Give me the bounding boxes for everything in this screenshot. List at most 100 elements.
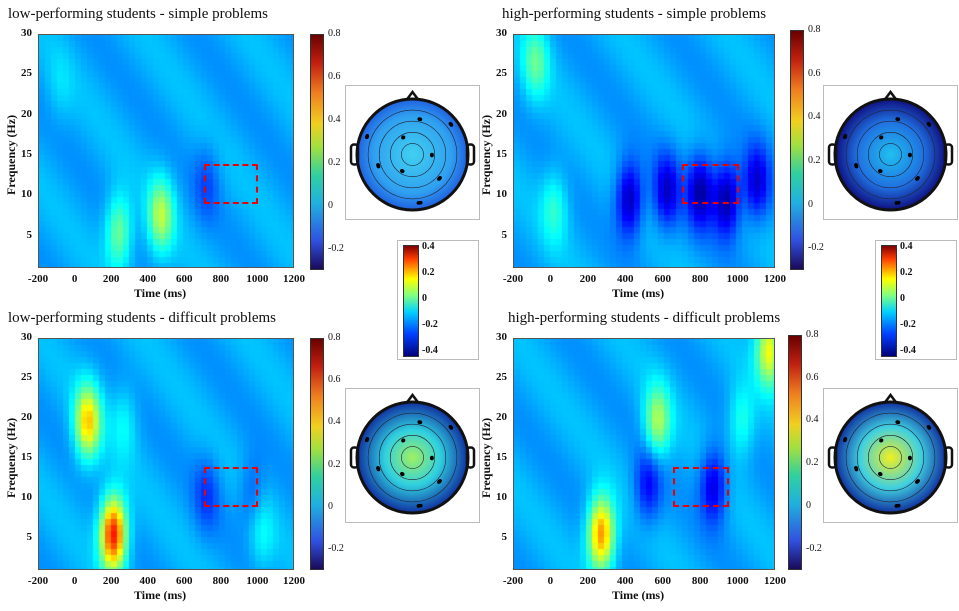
electrode-dot xyxy=(908,153,912,158)
contour-line xyxy=(378,120,447,189)
colorbar-tick-label: 0.8 xyxy=(808,24,821,35)
x-axis-label: Time (ms) xyxy=(134,286,187,300)
y-axis-label: Frequency (Hz) xyxy=(479,417,493,498)
head-outline xyxy=(355,97,470,212)
contour-line xyxy=(879,143,902,166)
electrode-dot xyxy=(437,480,441,484)
y-axis-label: Frequency (Hz) xyxy=(479,114,493,195)
topomap-colorbar-tick: -0.2 xyxy=(900,319,916,330)
electrode-dot xyxy=(430,456,434,461)
y-tick-label: 10 xyxy=(21,188,32,201)
topomap-box xyxy=(823,85,958,220)
colorbar-tick-label: 0 xyxy=(806,499,811,511)
electrode-dot xyxy=(400,168,404,173)
highlight-box xyxy=(682,164,739,205)
electrode-dot xyxy=(416,201,421,205)
y-tick-label: 25 xyxy=(496,67,507,80)
x-tick-label: 0 xyxy=(547,575,554,587)
x-tick-label: 800 xyxy=(212,575,230,587)
x-tick-label: 1200 xyxy=(283,575,305,587)
colorbar-tick-label: 0.4 xyxy=(808,111,821,123)
electrode-dot xyxy=(365,134,370,138)
electrode-dot xyxy=(418,117,423,122)
electrode-dot xyxy=(879,438,884,443)
highlight-box xyxy=(203,467,259,507)
panel-title: low-performing students - difficult prob… xyxy=(8,310,277,326)
colorbar-tick-label: -0.2 xyxy=(328,542,344,554)
y-tick-label: 10 xyxy=(496,491,507,503)
y-tick-label: 15 xyxy=(496,148,507,161)
colorbar-tick-label: -0.2 xyxy=(806,542,822,554)
x-tick-label: 0 xyxy=(547,273,554,285)
y-tick-label: 5 xyxy=(501,531,508,543)
y-tick-label: 5 xyxy=(26,228,33,241)
y-tick-label: 30 xyxy=(21,331,32,343)
x-tick-label: 400 xyxy=(617,273,634,285)
colorbar-tick-label: 0.2 xyxy=(328,156,341,168)
y-tick-label: 15 xyxy=(496,451,507,463)
x-tick-label: 1000 xyxy=(246,273,269,285)
topomap-colorbar-tick: 0 xyxy=(422,293,427,304)
ear xyxy=(943,446,954,469)
x-tick-label: 200 xyxy=(579,575,597,587)
topomap xyxy=(349,89,476,212)
ear xyxy=(943,143,954,166)
colorbar-tick-label: 0.8 xyxy=(806,329,819,340)
panel-title: low-performing students - simple problem… xyxy=(8,6,268,22)
colorbar xyxy=(788,335,802,570)
colorbar-tick-label: -0.2 xyxy=(328,242,344,254)
x-tick-label: -200 xyxy=(27,273,49,285)
electrode-dot xyxy=(854,466,858,470)
y-tick-label: 5 xyxy=(26,531,33,543)
electrode-dot xyxy=(843,437,848,441)
x-axis-label: Time (ms) xyxy=(612,286,665,300)
heatmap-plot xyxy=(513,34,775,268)
heatmap-plot xyxy=(38,34,294,268)
x-tick-label: 1000 xyxy=(726,273,749,285)
contour-line xyxy=(867,131,914,178)
x-tick-label: 1200 xyxy=(283,273,305,285)
heatmap-canvas xyxy=(514,339,774,569)
colorbar-tick-label: 0.4 xyxy=(806,414,819,426)
contour-line xyxy=(401,143,424,166)
electrode-dot xyxy=(894,504,899,508)
ear xyxy=(349,446,360,469)
x-tick-label: 800 xyxy=(212,273,230,285)
colorbar-tick-label: 0.4 xyxy=(328,416,341,428)
x-tick-label: 400 xyxy=(139,575,156,587)
topomap-colorbar xyxy=(881,245,897,357)
ear xyxy=(465,143,476,166)
y-tick-label: 10 xyxy=(496,188,507,201)
x-tick-label: 800 xyxy=(691,273,709,285)
topomap-colorbar-tick: -0.4 xyxy=(900,345,916,356)
electrode-dot xyxy=(894,201,899,205)
head-outline xyxy=(355,400,470,515)
colorbar-tick-label: 0.2 xyxy=(328,458,341,470)
colorbar-tick-label: 0.6 xyxy=(328,374,341,386)
y-tick-label: 25 xyxy=(21,371,32,383)
contour-line xyxy=(401,446,424,469)
electrode-dot xyxy=(400,471,404,476)
contour-line xyxy=(367,412,458,503)
topomap-colorbar-tick: 0.4 xyxy=(900,241,913,252)
heatmap-plot xyxy=(513,338,775,570)
y-axis-label: Frequency (Hz) xyxy=(4,114,18,195)
electrode-dot xyxy=(449,123,454,127)
contour-line xyxy=(367,109,458,200)
highlight-box xyxy=(203,164,259,205)
x-tick-label: 0 xyxy=(71,273,78,285)
y-tick-label: 5 xyxy=(501,228,508,241)
colorbar-tick-label: 0.8 xyxy=(328,28,341,39)
electrode-dot xyxy=(927,426,932,430)
electrode-dot xyxy=(376,163,380,167)
x-tick-label: 200 xyxy=(102,575,120,587)
colorbar xyxy=(310,338,324,570)
electrode-dot xyxy=(879,135,884,140)
colorbar-tick-label: 0.6 xyxy=(808,67,821,79)
y-tick-label: 20 xyxy=(496,107,507,120)
nose xyxy=(405,89,420,101)
topomap xyxy=(827,392,954,515)
head-outline xyxy=(833,400,948,515)
colorbar xyxy=(310,34,324,270)
electrode-dot xyxy=(908,456,912,461)
